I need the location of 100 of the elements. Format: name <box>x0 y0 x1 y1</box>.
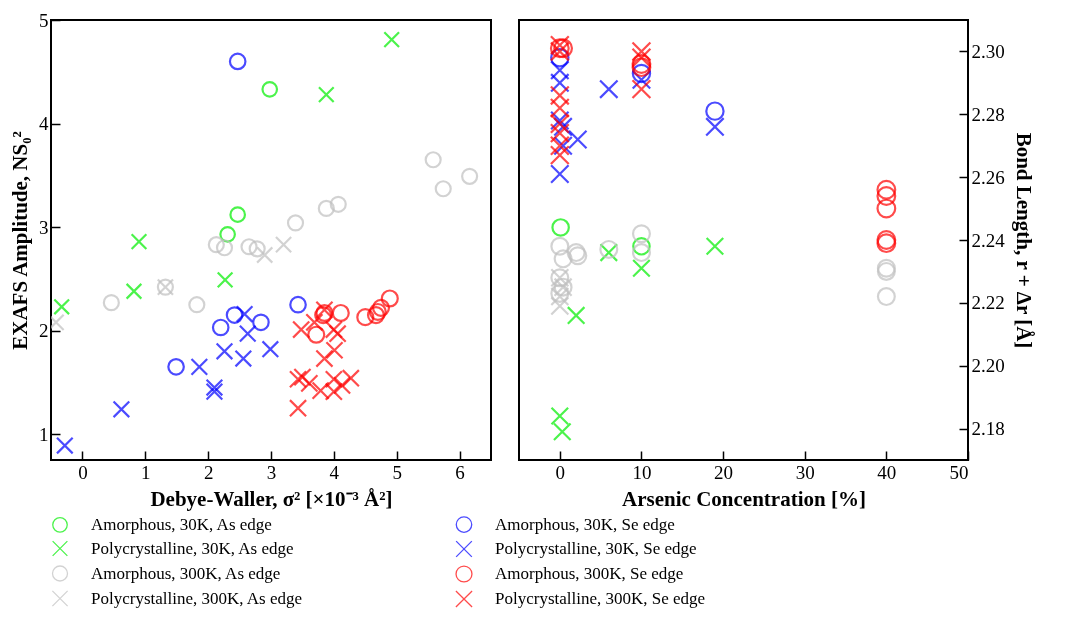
point <box>252 313 270 332</box>
point <box>632 237 651 256</box>
point <box>631 47 652 68</box>
point <box>53 298 71 316</box>
legend-label: Polycrystalline, 30K, As edge <box>91 538 294 558</box>
point <box>288 370 308 389</box>
point <box>261 340 280 359</box>
y2-tick-label: 2.28 <box>971 103 1005 125</box>
x-tick-label: 10 <box>632 461 652 483</box>
point <box>289 295 307 314</box>
y2-tick-label: 2.26 <box>971 166 1005 188</box>
point <box>549 145 570 166</box>
point <box>549 123 570 144</box>
x-tick-label: 0 <box>555 461 566 483</box>
y-tick-label: 5 <box>39 9 49 31</box>
point <box>55 436 74 455</box>
point <box>461 167 479 185</box>
y2-tick-label: 2.24 <box>971 229 1006 251</box>
point <box>315 349 334 368</box>
point <box>550 236 570 256</box>
point <box>234 349 253 368</box>
point <box>383 31 401 49</box>
point <box>324 320 344 339</box>
legend-label: Polycrystalline, 300K, Se edge <box>495 589 706 608</box>
point <box>228 52 247 71</box>
point <box>549 164 570 184</box>
point <box>288 399 308 418</box>
x-tick-label: 40 <box>877 461 897 483</box>
point <box>549 97 570 119</box>
point <box>366 306 386 325</box>
y2-tick-label: 2.20 <box>971 355 1005 377</box>
point <box>368 302 387 322</box>
point <box>102 294 120 312</box>
point <box>876 186 897 206</box>
legend-label: Amorphous, 300K, Se edge <box>495 564 684 583</box>
point <box>300 374 319 393</box>
y2-tick-label: 2.18 <box>971 418 1005 440</box>
point <box>380 289 399 308</box>
x-tick-label: 30 <box>795 461 815 483</box>
point <box>238 324 257 343</box>
point <box>317 86 335 104</box>
legend-label: Polycrystalline, 30K, Se edge <box>495 539 697 558</box>
legend-label: Polycrystalline, 300K, As edge <box>91 588 303 608</box>
point <box>876 198 897 219</box>
point <box>631 41 652 62</box>
point <box>876 287 896 307</box>
x-tick-label: 3 <box>266 461 277 483</box>
point <box>211 318 230 337</box>
x-axis-title: Debye-Waller, σ² [×10⁻³ Å²] <box>150 486 393 511</box>
y2-axis-title: Bond Length, r + Δr [Å] <box>1011 132 1036 349</box>
point <box>631 79 652 100</box>
point <box>225 306 244 324</box>
y2-tick-label: 2.30 <box>971 40 1005 62</box>
point <box>216 271 234 289</box>
y-tick-label: 3 <box>39 216 49 238</box>
point <box>293 367 312 387</box>
point <box>190 357 209 376</box>
point <box>631 224 651 244</box>
legend-label: Amorphous, 30K, Se edge <box>495 514 675 534</box>
point <box>331 303 350 323</box>
point <box>235 305 254 323</box>
point <box>371 298 391 317</box>
point <box>188 296 206 314</box>
x-tick-label: 1 <box>141 461 151 483</box>
point <box>329 195 347 213</box>
point <box>207 236 225 254</box>
x-axis-title: Arsenic Concentration [%] <box>622 486 866 511</box>
point <box>631 243 651 263</box>
point <box>598 79 619 99</box>
point <box>248 240 266 258</box>
point <box>215 342 234 361</box>
point <box>553 249 573 269</box>
x-tick-label: 2 <box>203 461 214 483</box>
x-tick-label: 50 <box>949 461 969 483</box>
point <box>332 376 352 395</box>
point <box>552 422 572 442</box>
point <box>112 400 131 419</box>
point <box>125 282 143 300</box>
point <box>550 406 570 426</box>
legend-label: Amorphous, 300K, As edge <box>91 563 281 583</box>
x-tick-label: 4 <box>329 461 340 483</box>
point <box>305 313 324 332</box>
point <box>261 81 279 98</box>
y-tick-label: 4 <box>39 113 49 135</box>
point <box>549 85 570 106</box>
point <box>307 325 326 344</box>
point <box>705 101 725 121</box>
point <box>229 206 247 223</box>
point <box>549 73 570 93</box>
point <box>286 214 305 232</box>
point <box>317 199 335 217</box>
x-tick-label: 0 <box>78 461 88 483</box>
point <box>130 233 148 251</box>
point <box>325 341 344 360</box>
point <box>705 117 725 137</box>
y-axis-title: EXAFS Amplitude, NS₀² <box>8 131 32 350</box>
point <box>328 324 347 343</box>
x-tick-label: 5 <box>392 461 402 483</box>
point <box>205 382 224 401</box>
y2-tick-label: 2.22 <box>971 292 1005 314</box>
